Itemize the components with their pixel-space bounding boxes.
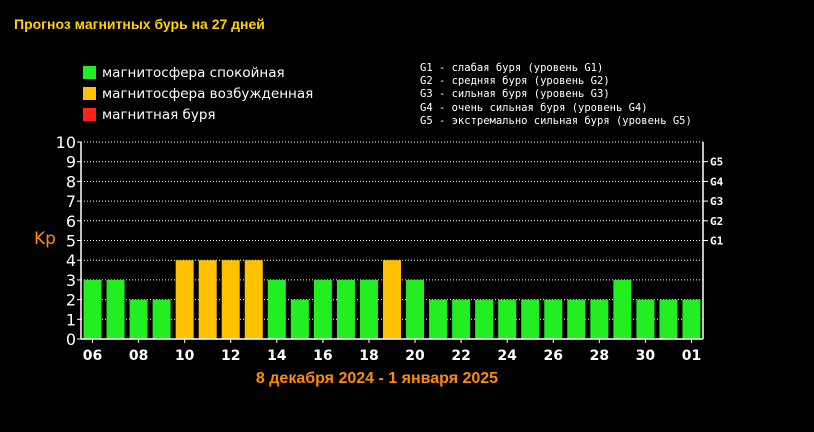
- bar: [498, 299, 517, 339]
- bar: [567, 299, 586, 339]
- y-tick-label: 4: [66, 251, 76, 270]
- bar: [452, 299, 471, 339]
- legend-item-quiet: магнитосфера спокойная: [83, 62, 313, 83]
- bar: [198, 260, 217, 339]
- bar: [336, 279, 355, 339]
- y-axis-label: Kp: [34, 229, 56, 249]
- storm-level-tick-label: G2: [710, 215, 723, 228]
- y-tick-label: 2: [66, 291, 76, 310]
- x-tick-label: 12: [221, 348, 240, 364]
- bar: [152, 299, 171, 339]
- bar: [682, 299, 701, 339]
- bar: [544, 299, 563, 339]
- storm-level-tick-label: G4: [710, 175, 724, 188]
- bar: [659, 299, 678, 339]
- bar: [106, 279, 125, 339]
- storm-level-tick-label: G3: [710, 195, 723, 208]
- bar: [521, 299, 540, 339]
- x-tick-label: 30: [636, 348, 656, 364]
- bar: [267, 279, 286, 339]
- bar: [475, 299, 494, 339]
- bar: [221, 260, 240, 339]
- legend-swatch-quiet: [83, 66, 96, 79]
- bar: [129, 299, 148, 339]
- x-tick-label: 28: [590, 348, 609, 364]
- bar: [175, 260, 194, 339]
- bar: [590, 299, 609, 339]
- legend-item-storm: магнитная буря: [83, 104, 313, 125]
- y-tick-label: 0: [66, 330, 76, 349]
- x-tick-label: 06: [83, 348, 102, 364]
- y-tick-label: 10: [56, 133, 76, 152]
- y-tick-label: 6: [66, 212, 76, 231]
- bar: [359, 279, 378, 339]
- legend-swatch-storm: [83, 108, 96, 121]
- legend-label-quiet: магнитосфера спокойная: [102, 64, 285, 81]
- x-tick-label: 24: [497, 348, 517, 364]
- storm-level-g4: G4 - очень сильная буря (уровень G4): [420, 101, 648, 114]
- bar: [636, 299, 655, 339]
- x-tick-label: 20: [405, 348, 425, 364]
- x-tick-label: 22: [451, 348, 470, 364]
- bar: [83, 279, 102, 339]
- y-tick-label: 8: [66, 172, 76, 191]
- x-tick-label: 08: [129, 348, 148, 364]
- legend-label-storm: магнитная буря: [102, 106, 216, 123]
- legend: магнитосфера спокойная магнитосфера возб…: [83, 62, 313, 125]
- bar: [313, 279, 332, 339]
- y-tick-label: 7: [66, 192, 76, 211]
- x-tick-label: 14: [267, 348, 287, 364]
- bar: [383, 260, 401, 339]
- y-tick-label: 1: [66, 310, 76, 329]
- storm-level-g2: G2 - средняя буря (уровень G2): [420, 75, 610, 88]
- bar: [429, 299, 448, 339]
- x-tick-label: 18: [359, 348, 378, 364]
- x-tick-label: 26: [544, 348, 563, 364]
- storm-level-legend: G1 - слабая буря (уровень G1) G2 - средн…: [420, 62, 692, 128]
- storm-level-g1: G1 - слабая буря (уровень G1): [420, 62, 604, 74]
- page-title: Прогноз магнитных бурь на 27 дней: [14, 16, 265, 32]
- legend-label-active: магнитосфера возбужденная: [102, 85, 314, 102]
- storm-level-g5: G5 - экстремально сильная буря (уровень …: [420, 114, 692, 127]
- bar: [244, 260, 263, 339]
- bar: [613, 279, 632, 339]
- y-tick-label: 3: [66, 271, 76, 290]
- storm-level-g3: G3 - сильная буря (уровень G3): [420, 88, 610, 101]
- legend-item-active: магнитосфера возбужденная: [83, 83, 313, 104]
- storm-level-tick-label: G1: [710, 235, 724, 248]
- date-range: 8 декабря 2024 - 1 января 2025: [255, 370, 499, 387]
- bar: [406, 279, 425, 339]
- bar: [290, 299, 309, 339]
- x-tick-label: 01: [682, 348, 701, 364]
- storm-level-tick-label: G5: [710, 156, 723, 169]
- y-tick-label: 9: [66, 153, 76, 172]
- x-tick-label: 10: [175, 348, 195, 364]
- legend-swatch-active: [83, 87, 96, 100]
- x-tick-label: 16: [313, 348, 332, 364]
- y-tick-label: 5: [66, 232, 76, 251]
